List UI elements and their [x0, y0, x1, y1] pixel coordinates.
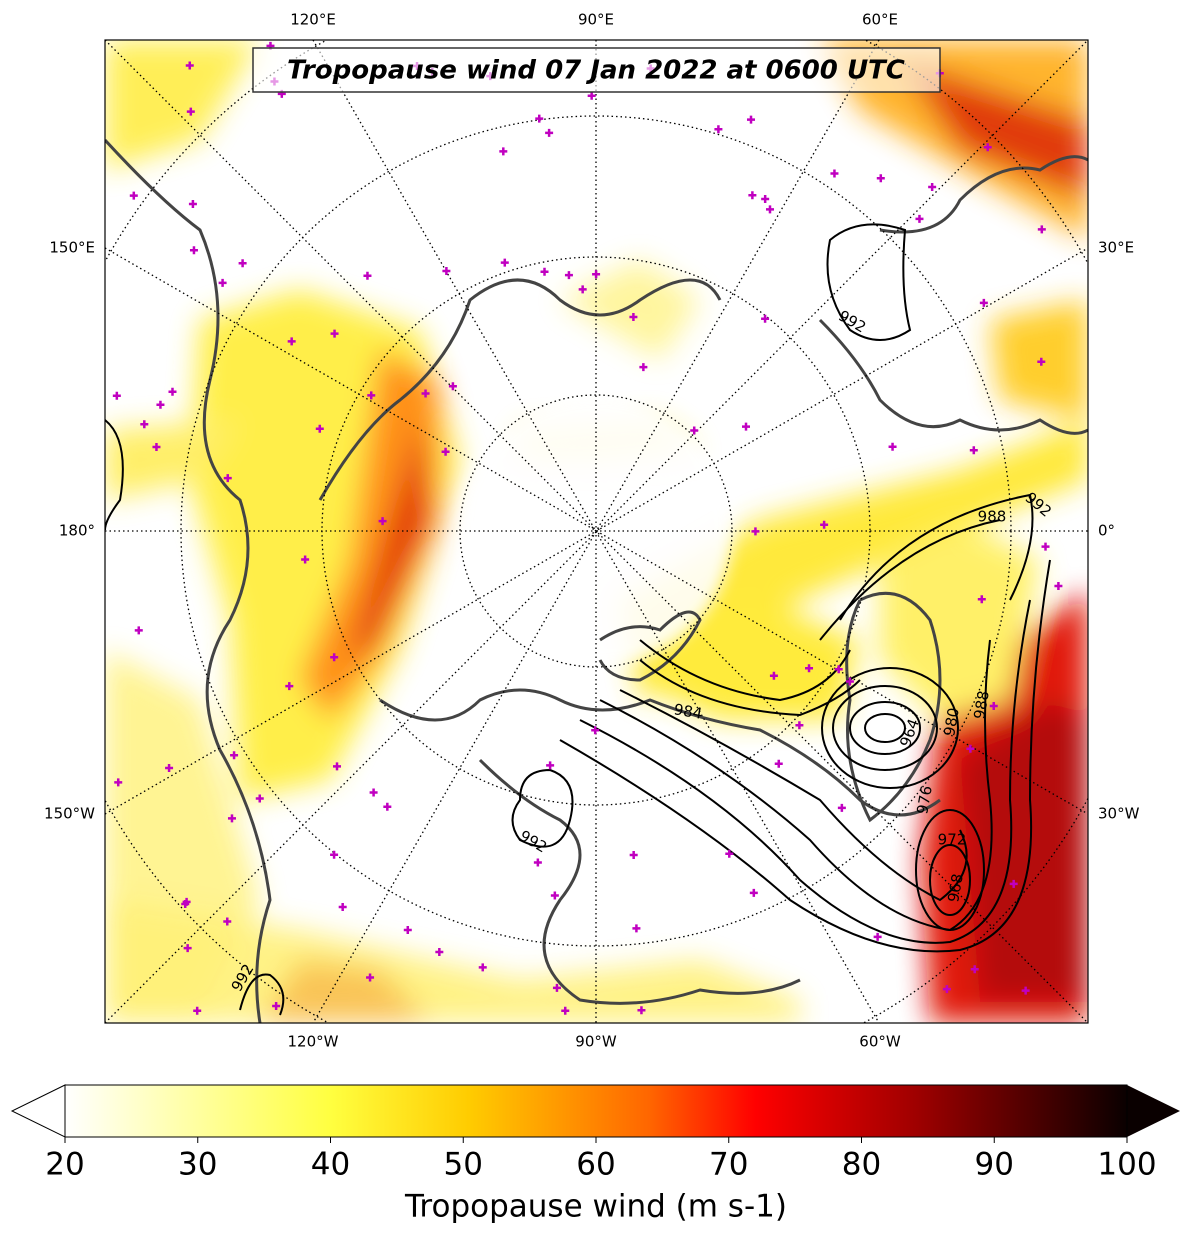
colorbar-tick-label: 50 [444, 1147, 483, 1183]
longitude-label: 180° [59, 522, 95, 540]
contour-label: 984 [672, 700, 703, 723]
title-box [252, 47, 941, 93]
longitude-label: 90°E [578, 11, 614, 29]
longitude-label: 90°W [575, 1033, 617, 1051]
colorbar-tick-label: 70 [709, 1147, 748, 1183]
longitude-label: 0° [1098, 522, 1115, 540]
longitude-label: 30°E [1098, 239, 1134, 257]
map-title: Tropopause wind 07 Jan 2022 at 0600 UTC [287, 56, 905, 86]
colorbar-body [65, 1085, 1127, 1137]
colorbar-extend-high [1127, 1085, 1180, 1137]
colorbar-tick-label: 20 [45, 1147, 84, 1183]
contour-label: 972 [938, 831, 967, 849]
pressure-contours [105, 223, 1051, 1016]
colorbar-tick-label: 40 [311, 1147, 350, 1183]
contour-label: 968 [944, 872, 967, 903]
graticule [105, 40, 1088, 1023]
longitude-label: 150°W [44, 805, 95, 823]
colorbar [10, 1084, 1180, 1143]
station-markers [112, 41, 1063, 1015]
contour-label: 988 [970, 689, 993, 720]
colorbar-tick-label: 80 [842, 1147, 881, 1183]
longitude-label: 60°E [862, 11, 898, 29]
colorbar-label: Tropopause wind (m s-1) [404, 1189, 787, 1225]
contour-label: 980 [940, 706, 963, 737]
map-field [105, 40, 1088, 1023]
coastlines [105, 138, 1088, 1023]
colorbar-tick-label: 90 [975, 1147, 1014, 1183]
longitude-label: 30°W [1098, 805, 1140, 823]
longitude-label: 120°W [288, 1033, 339, 1051]
longitude-label: 60°W [859, 1033, 901, 1051]
contour-label: 988 [978, 508, 1007, 526]
colorbar-tick-label: 100 [1097, 1147, 1156, 1183]
contour-label: 976 [913, 784, 936, 815]
longitude-label: 120°E [290, 11, 336, 29]
colorbar-extend-low [10, 1084, 66, 1138]
colorbar-tick-label: 60 [576, 1147, 615, 1183]
map-frame [104, 39, 1089, 1024]
longitude-label: 150°E [49, 239, 95, 257]
colorbar-tick-label: 30 [178, 1147, 217, 1183]
longitude-labels: 120°E 90°E 60°E 120°W 90°W 60°W 150°E 180° 150°W… [44, 11, 1140, 1051]
station-marker [112, 41, 1063, 1015]
